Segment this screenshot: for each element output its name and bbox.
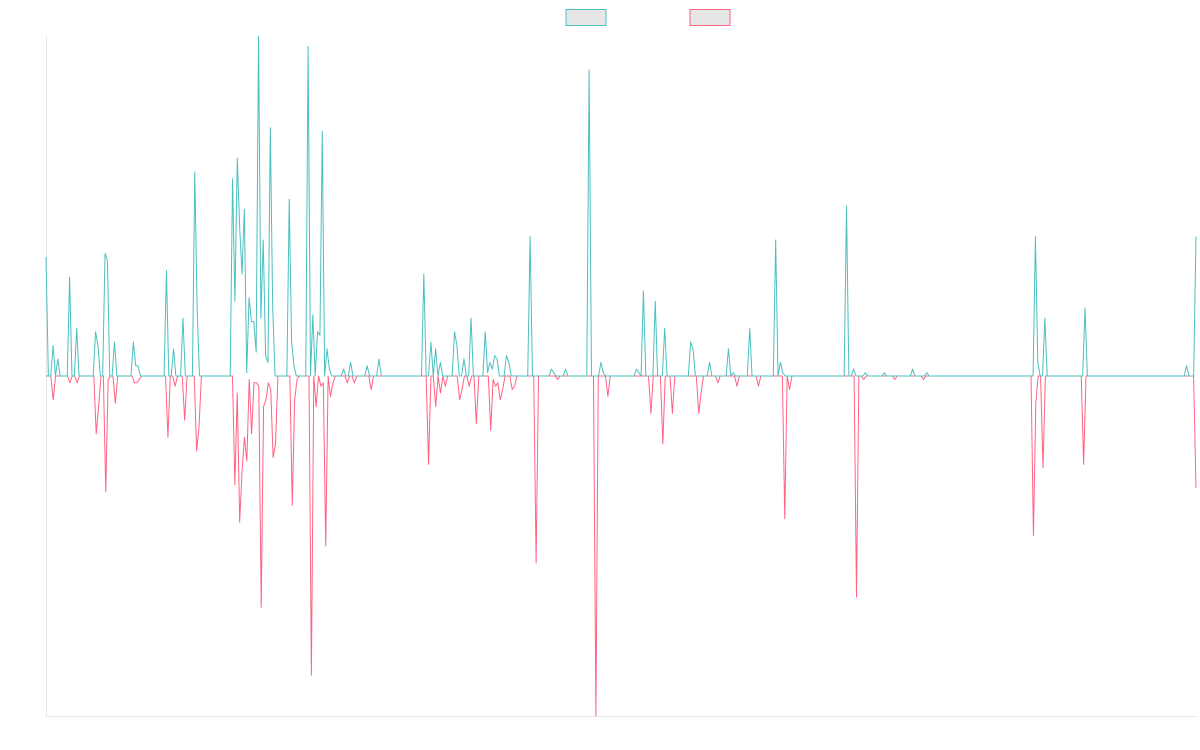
legend-swatch-1[interactable] bbox=[565, 9, 607, 26]
series-layer bbox=[45, 35, 1197, 717]
series-line-2 bbox=[46, 375, 1197, 717]
legend-swatch-2[interactable] bbox=[689, 9, 731, 26]
legend[interactable] bbox=[565, 9, 731, 26]
series-line-1 bbox=[45, 35, 1197, 377]
